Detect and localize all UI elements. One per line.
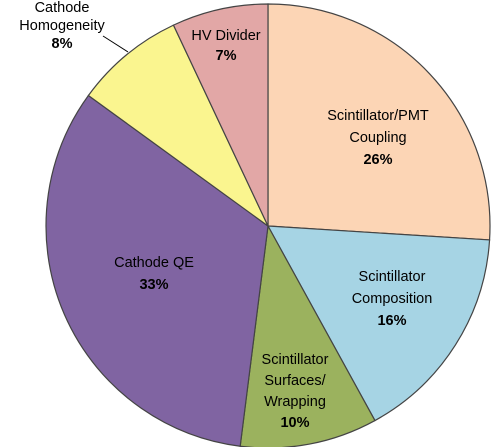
slice-label-line: Wrapping (264, 394, 326, 410)
slice-percent-label: 7% (216, 48, 237, 64)
slice-label-line: HV Divider (191, 28, 260, 44)
slice-label-line: Surfaces/ (264, 373, 326, 389)
pie-slices (45, 3, 491, 447)
slice-label-line: Homogeneity (19, 18, 105, 34)
slice-label-line: Composition (352, 291, 433, 307)
pie-slice-scintillator-surfaces-wrapping (239, 224, 376, 447)
slice-percent-label: 8% (52, 36, 73, 52)
pie-slice-hv-divider (172, 3, 269, 227)
pie-slice-scintillator-composition (266, 225, 491, 422)
slice-label-line: Cathode (35, 0, 90, 16)
slice-percent-label: 33% (139, 277, 168, 293)
slice-label-cathode-homogeneity: Cathode Homogeneity 8% (19, 0, 105, 52)
slice-label-scintillator-composition: Scintillator Composition 16% (352, 269, 433, 329)
cathode-homogeneity-leader-line (102, 35, 129, 53)
slice-label-cathode-qe: Cathode QE 33% (114, 255, 194, 293)
slice-label-line: Cathode QE (114, 255, 194, 271)
slice-label-line: Scintillator/PMT (327, 108, 429, 124)
pie-labels: Scintillator/PMT Coupling 26% Scintillator C… (19, 0, 432, 431)
slice-label-line: Scintillator (262, 352, 329, 368)
slice-label-scintillator-pmt-coupling: Scintillator/PMT Coupling 26% (327, 108, 429, 168)
slice-percent-label: 10% (280, 415, 309, 431)
slice-label-line: Scintillator (359, 269, 426, 285)
pie-slice-cathode-homogeneity (87, 24, 269, 227)
slice-label-hv-divider: HV Divider 7% (191, 28, 260, 64)
slice-percent-label: 26% (363, 152, 392, 168)
slice-label-line: Coupling (349, 130, 406, 146)
pie-slice-cathode-qe (45, 94, 269, 447)
slice-label-scintillator-surfaces-wrapping: Scintillator Surfaces/Wrapping 10% (262, 352, 329, 431)
slice-percent-label: 16% (377, 313, 406, 329)
pie-slice-scintillator-pmt-coupling (267, 3, 491, 241)
